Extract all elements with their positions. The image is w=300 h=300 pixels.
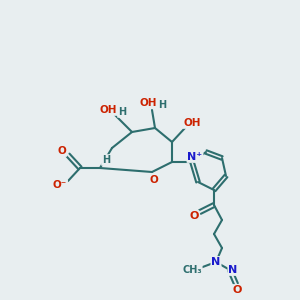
Text: O: O <box>232 285 242 295</box>
Text: O: O <box>150 175 158 185</box>
Text: O⁻: O⁻ <box>53 180 67 190</box>
Text: N: N <box>228 265 238 275</box>
Text: H: H <box>118 107 126 117</box>
Text: OH: OH <box>99 105 117 115</box>
Text: O: O <box>58 146 66 156</box>
Text: N⁺: N⁺ <box>188 152 202 162</box>
Text: OH: OH <box>183 118 201 128</box>
Text: OH: OH <box>139 98 157 108</box>
Text: O: O <box>189 211 199 221</box>
Text: H: H <box>158 100 166 110</box>
Text: N: N <box>212 257 220 267</box>
Text: CH₃: CH₃ <box>182 265 202 275</box>
Text: H: H <box>102 155 110 165</box>
